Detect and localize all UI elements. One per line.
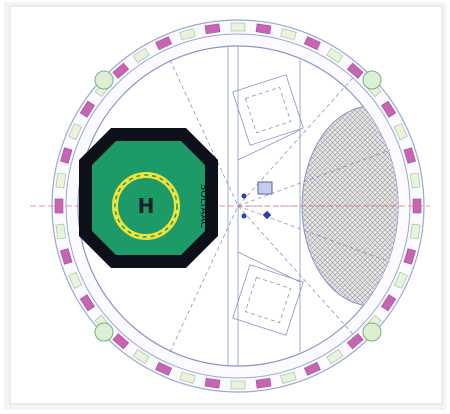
ring-segment (280, 28, 297, 41)
ring-segment (326, 47, 344, 63)
ring-segment (403, 147, 416, 164)
deck-marking: H (138, 194, 155, 218)
ring-segment (303, 361, 321, 376)
lug (362, 322, 382, 342)
ring-segment (255, 377, 272, 389)
ring-segment (68, 123, 83, 141)
lug (94, 322, 114, 342)
ring-segment (68, 271, 83, 289)
ring-segment (326, 349, 344, 365)
ring-segment (179, 28, 196, 41)
touchdown-circle-dash (114, 174, 178, 238)
dot (241, 193, 247, 199)
ring-segment (409, 172, 421, 189)
ring-segment (155, 36, 173, 51)
ring-segment (55, 172, 67, 189)
ring-segment (280, 371, 297, 384)
ring-segment (132, 47, 150, 63)
ring-segment (381, 100, 397, 118)
lug (94, 70, 114, 90)
lug (362, 70, 382, 90)
ring-segment (179, 371, 196, 384)
ring-segment (132, 349, 150, 365)
ring-segment (204, 23, 221, 35)
ring-segment (204, 377, 221, 389)
ring-segment (346, 333, 364, 350)
ring-segment (230, 22, 246, 32)
ring-segment (255, 23, 272, 35)
ring-segment (112, 62, 130, 79)
ring-segment (60, 147, 73, 164)
ring-segment (303, 36, 321, 51)
equipment-box (232, 264, 304, 336)
ring-segment (403, 248, 416, 265)
ring-segment (381, 294, 397, 312)
side-text: SOLTAAC (198, 184, 209, 229)
ring-segment (393, 271, 408, 289)
ring-segment (409, 223, 421, 240)
dot (241, 213, 247, 219)
ring-segment (393, 123, 408, 141)
centre-box (257, 181, 273, 195)
ring-segment (60, 248, 73, 265)
ring-segment (55, 223, 67, 240)
ring-segment (346, 62, 364, 79)
ring-segment (155, 361, 173, 376)
equipment-box-inner (244, 86, 292, 134)
ring-segment (79, 294, 95, 312)
equipment-box (232, 74, 304, 146)
ring-segment (112, 333, 130, 350)
centre-marker (262, 210, 272, 220)
ring-segment (79, 100, 95, 118)
equipment-box-inner (244, 276, 292, 324)
ring-segment (230, 380, 246, 390)
